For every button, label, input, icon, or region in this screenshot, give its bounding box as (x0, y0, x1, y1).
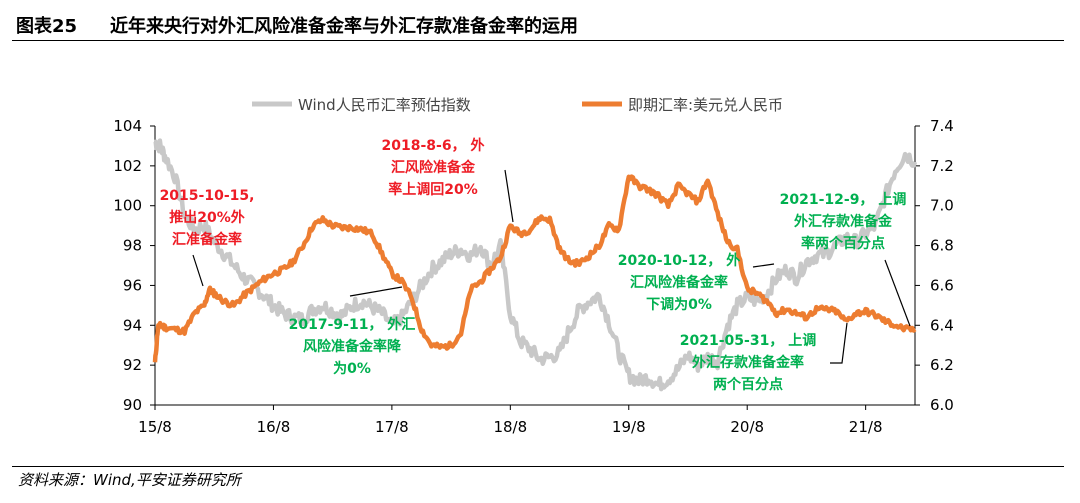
annotation-line: 外汇存款准备金 (794, 213, 893, 230)
right-tick-label: 7.2 (930, 157, 954, 175)
annotation-line: 率上调回20% (388, 181, 478, 198)
x-tick-label: 17/8 (375, 418, 409, 436)
source-note: 资料来源：Wind,平安证券研究所 (18, 471, 241, 489)
annotation-line: 2017-9-11， 外汇 (289, 316, 416, 333)
right-tick-label: 6.2 (930, 356, 954, 374)
x-tick-label: 18/8 (493, 418, 527, 436)
annotation-2: 2018-8-6， 外汇风险准备金率上调回20% (382, 137, 485, 198)
x-tick-label: 19/8 (612, 418, 646, 436)
annotation-line: 2021-05-31， 上调 (680, 333, 816, 349)
title-bar: 图表25 近年来央行对外汇风险准备金率与外汇存款准备金率的运用 (12, 8, 1064, 41)
annotation-line: 汇准备金率 (172, 231, 242, 248)
x-tick-label: 20/8 (730, 418, 764, 436)
left-axis-ticks: 90 92 94 96 98 100 102 104 (113, 117, 155, 414)
left-tick-label: 100 (113, 197, 142, 215)
annotation-line: 为0% (333, 360, 371, 377)
left-tick-label: 94 (123, 316, 142, 334)
annotation-line: 2015-10-15, (160, 188, 255, 204)
annotation-leader-lines (192, 169, 911, 364)
left-tick-label: 104 (113, 117, 142, 135)
x-axis-ticks: 15/8 16/8 17/8 18/8 19/8 20/8 21/8 (138, 405, 882, 436)
leader-line-2021-05 (830, 322, 848, 364)
annotation-line: 汇风险准备金 (391, 159, 476, 176)
annotation-3: 2017-9-11， 外汇风险准备金率降为0% (289, 316, 416, 377)
legend-label-spot: 即期汇率:美元兑人民币 (628, 96, 783, 114)
leader-line-2021-12 (884, 259, 911, 327)
annotation-line: 2021-12-9， 上调 (780, 192, 907, 208)
leader-line-2018 (504, 169, 514, 223)
left-tick-label: 98 (123, 237, 142, 255)
annotation-line: 风险准备金率降 (303, 338, 402, 355)
series-line-wind-index (153, 138, 918, 392)
x-tick-label: 15/8 (138, 418, 172, 436)
leader-line-2017 (349, 286, 403, 297)
left-tick-label: 96 (123, 276, 142, 294)
figure-number: 图表25 (16, 16, 78, 37)
right-tick-label: 6.6 (930, 276, 954, 294)
right-tick-label: 6.4 (930, 316, 954, 334)
annotation-line: 率两个百分点 (801, 235, 885, 252)
x-tick-label: 21/8 (849, 418, 883, 436)
series-line-usdcny-spot (152, 174, 917, 363)
left-tick-label: 102 (113, 157, 142, 175)
annotation-6: 2021-05-31， 上调外汇存款准备金率两个百分点 (680, 333, 816, 393)
figure-title: 近年来央行对外汇风险准备金率与外汇存款准备金率的运用 (110, 16, 578, 37)
right-tick-label: 6.0 (930, 396, 954, 414)
annotation-line: 2018-8-6， 外 (382, 137, 485, 154)
annotation-4: 2020-10-12， 外汇风险准备金率下调为0% (618, 252, 740, 313)
annotation-5: 2021-12-9， 上调外汇存款准备金率两个百分点 (780, 192, 907, 252)
legend-label-index: Wind人民币汇率预估指数 (298, 96, 471, 114)
x-tick-label: 16/8 (257, 418, 291, 436)
left-tick-label: 90 (123, 396, 142, 414)
right-tick-label: 7.0 (930, 197, 954, 215)
legend: Wind人民币汇率预估指数 即期汇率:美元兑人民币 (252, 96, 783, 114)
right-tick-label: 7.4 (930, 117, 954, 135)
annotation-line: 汇风险准备金率 (630, 274, 728, 291)
dual-axis-line-chart: Wind人民币汇率预估指数 即期汇率:美元兑人民币 15/8 16/8 17/8 18… (113, 96, 954, 436)
leader-line-2015 (192, 254, 204, 287)
annotation-line: 两个百分点 (713, 376, 783, 393)
annotation-line: 外汇存款准备金率 (692, 354, 804, 371)
right-tick-label: 6.8 (930, 237, 954, 255)
annotation-1: 2015-10-15, 推出20%外汇准备金率 (160, 188, 255, 248)
right-axis-ticks: 6.0 6.2 6.4 6.6 6.8 7.0 7.2 7.4 (915, 117, 954, 414)
annotation-line: 2020-10-12， 外 (618, 252, 740, 269)
annotation-line: 下调为0% (646, 296, 712, 313)
footer: 资料来源：Wind,平安证券研究所 (12, 466, 1064, 489)
leader-line-2020 (752, 263, 775, 268)
left-tick-label: 92 (123, 356, 142, 374)
annotation-line: 推出20%外 (169, 209, 245, 226)
